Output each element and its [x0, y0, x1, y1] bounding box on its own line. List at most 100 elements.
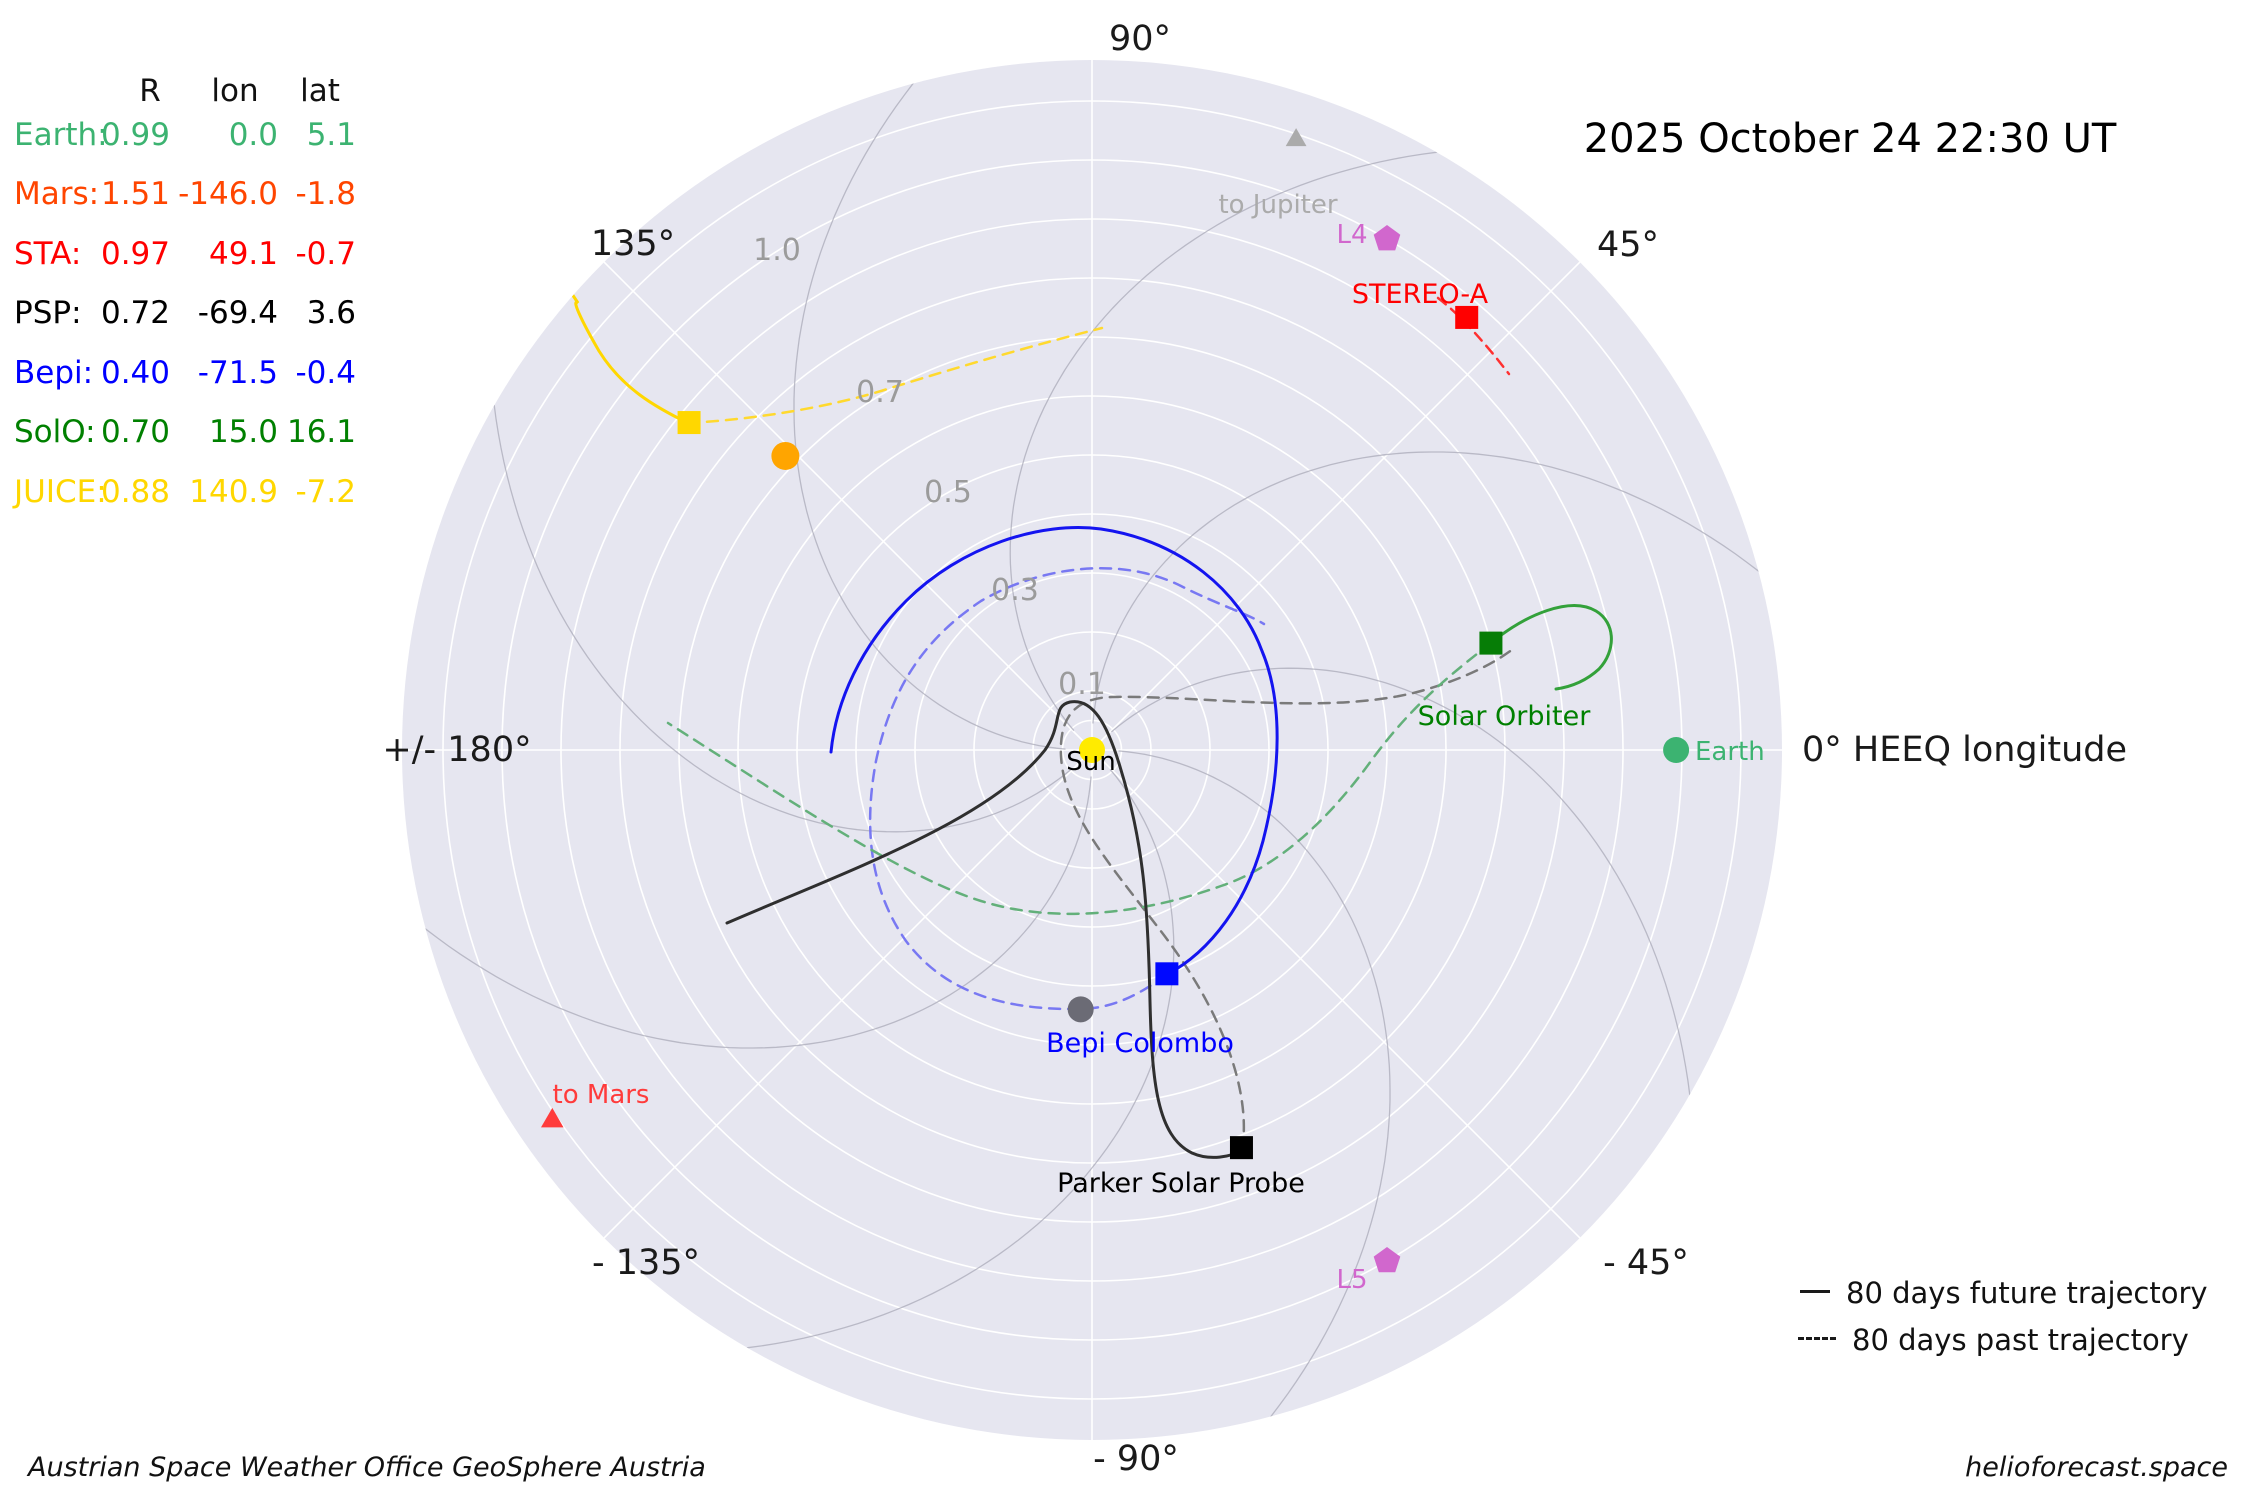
parker-spiral-lines	[424, 82, 1760, 1418]
marker-mercury	[1067, 996, 1094, 1023]
polar-grid	[402, 60, 1782, 1440]
angle-label: 45°	[1597, 225, 1659, 265]
table-cell: 0.0	[228, 117, 278, 153]
grid-spoke	[603, 749, 1093, 1239]
credit-left: Austrian Space Weather Office GeoSphere …	[28, 1452, 706, 1483]
table-row: Bepi: 0.40 -71.5 -0.4	[0, 355, 380, 395]
solo-past-trajectory	[666, 641, 1493, 916]
marker-parker-solar-probe	[1229, 1136, 1253, 1160]
trajectories	[560, 277, 1613, 1159]
table-cell: 16.1	[286, 414, 356, 450]
table-cell: -69.4	[197, 295, 278, 331]
label-bepi-colombo: Bepi Colombo	[1046, 1028, 1234, 1059]
table-row: JUICE: 0.88 140.9 -7.2	[0, 474, 380, 514]
body-labels: Sun Earth STEREO-A Solar Orbiter Parker Sola…	[553, 190, 1765, 1295]
stereo-a-past-trajectory	[1436, 296, 1511, 376]
radial-tick-label: 0.5	[924, 475, 972, 510]
body-markers	[541, 128, 1690, 1273]
table-cell: Mars:	[14, 176, 100, 212]
table-cell: -1.8	[295, 176, 357, 212]
table-row: SolO: 0.70 15.0 16.1	[0, 414, 380, 454]
table-row: PSP: 0.72 -69.4 3.6	[0, 295, 380, 335]
table-row: Earth: 0.99 0.0 5.1	[0, 117, 380, 157]
table-cell: 5.1	[306, 117, 356, 153]
parker-spiral	[793, 82, 1066, 750]
parker-spiral	[1110, 667, 1691, 1096]
legend-past: 80 days past trajectory	[1798, 1323, 2189, 1357]
dashed-line-swatch	[1798, 1336, 1836, 1340]
angle-label: 90°	[1109, 19, 1171, 59]
radial-tick-labels: 0.1 0.3 0.5 0.7 1.0	[753, 233, 1106, 702]
angle-label: - 90°	[1093, 1439, 1179, 1479]
table-cell: PSP:	[14, 295, 82, 331]
solo-future-trajectory	[1489, 604, 1613, 691]
parker-spiral	[1118, 750, 1391, 1418]
table-cell: 140.9	[189, 474, 278, 510]
parker-spiral	[746, 768, 1175, 1349]
angle-label: - 135°	[592, 1243, 700, 1283]
table-cell: SolO:	[14, 414, 96, 450]
angle-label: - 45°	[1603, 1243, 1689, 1283]
marker-l4	[1373, 225, 1401, 251]
col-header-lat: lat	[300, 73, 340, 109]
parker-spiral	[424, 776, 1092, 1049]
col-header-r: R	[139, 73, 161, 109]
table-cell: 49.1	[208, 236, 278, 272]
table-cell: 0.97	[100, 236, 170, 272]
marker-to-mars	[541, 1107, 564, 1128]
parker-spiral	[1092, 451, 1760, 724]
marker-solar-orbiter	[1479, 631, 1503, 655]
table-cell: 0.40	[100, 355, 170, 391]
grid-spoke	[603, 261, 1093, 751]
marker-earth	[1663, 737, 1690, 763]
juice-past-trajectory	[686, 326, 1104, 425]
marker-bepi-colombo	[1155, 962, 1179, 986]
juice-future-trajectory	[560, 277, 690, 425]
radial-tick-label: 0.1	[1058, 667, 1106, 702]
table-cell: -7.2	[295, 474, 357, 510]
marker-sun	[1079, 737, 1105, 763]
grid-spoke	[1091, 749, 1581, 1239]
table-cell: -0.4	[295, 355, 357, 391]
table-cell: 3.6	[306, 295, 356, 331]
table-cell: 0.72	[100, 295, 170, 331]
table-cell: 1.51	[100, 176, 170, 212]
ephemeris-table: R lon lat Earth: 0.99 0.0 5.1 Mars: 1.51 -146.…	[0, 0, 420, 540]
angle-labels: 90° 45° 0° HEEQ longitude - 45° - 90° - 135° +…	[382, 19, 2127, 1479]
label-stereo-a: STEREO-A	[1352, 279, 1489, 310]
marker-juice	[677, 411, 701, 435]
parker-spiral	[1009, 151, 1438, 732]
label-earth: Earth	[1695, 737, 1765, 767]
marker-stereo-a	[1455, 305, 1479, 329]
bepi-future-trajectory	[829, 526, 1279, 977]
radial-tick-label: 1.0	[753, 233, 801, 268]
label-parker-solar-probe: Parker Solar Probe	[1057, 1168, 1305, 1199]
table-cell: JUICE:	[14, 474, 107, 510]
label-to-jupiter: to Jupiter	[1218, 190, 1337, 220]
plot-date-title: 2025 October 24 22:30 UT	[1583, 116, 2117, 162]
legend-future-label: 80 days future trajectory	[1846, 1276, 2208, 1310]
radial-tick-label: 0.3	[991, 573, 1039, 608]
solid-line-swatch	[1800, 1289, 1830, 1293]
table-row: STA: 0.97 49.1 -0.7	[0, 236, 380, 276]
table-cell: 15.0	[208, 414, 278, 450]
label-solar-orbiter: Solar Orbiter	[1418, 701, 1592, 732]
table-cell: Bepi:	[14, 355, 94, 391]
label-l4: L4	[1336, 220, 1367, 250]
col-header-lon: lon	[211, 73, 259, 109]
table-cell: 0.70	[100, 414, 170, 450]
table-cell: 0.99	[100, 117, 170, 153]
angle-label: 135°	[591, 224, 675, 264]
table-cell: 0.88	[100, 474, 170, 510]
table-cell: -71.5	[197, 355, 278, 391]
label-sun: Sun	[1066, 747, 1115, 777]
label-to-mars: to Mars	[553, 1080, 650, 1110]
table-row: Mars: 1.51 -146.0 -1.8	[0, 176, 380, 216]
table-cell: -0.7	[295, 236, 357, 272]
label-l5: L5	[1336, 1265, 1367, 1295]
table-cell: STA:	[14, 236, 82, 272]
legend-past-label: 80 days past trajectory	[1852, 1323, 2189, 1357]
marker-l5	[1373, 1247, 1401, 1273]
